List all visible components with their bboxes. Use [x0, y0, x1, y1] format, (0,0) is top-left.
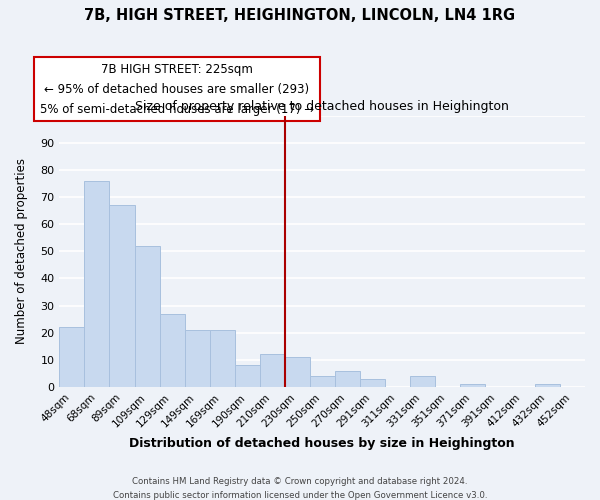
X-axis label: Distribution of detached houses by size in Heighington: Distribution of detached houses by size …	[130, 437, 515, 450]
Bar	[535, 384, 560, 387]
Bar	[59, 327, 85, 387]
Text: Contains HM Land Registry data © Crown copyright and database right 2024.
Contai: Contains HM Land Registry data © Crown c…	[113, 478, 487, 500]
Bar	[284, 357, 310, 387]
Y-axis label: Number of detached properties: Number of detached properties	[15, 158, 28, 344]
Bar	[235, 365, 260, 387]
Bar	[85, 180, 109, 387]
Bar	[335, 370, 360, 387]
Bar	[260, 354, 284, 387]
Text: 7B HIGH STREET: 225sqm
← 95% of detached houses are smaller (293)
5% of semi-det: 7B HIGH STREET: 225sqm ← 95% of detached…	[40, 62, 314, 116]
Bar	[360, 379, 385, 387]
Bar	[209, 330, 235, 387]
Bar	[185, 330, 209, 387]
Bar	[310, 376, 335, 387]
Text: 7B, HIGH STREET, HEIGHINGTON, LINCOLN, LN4 1RG: 7B, HIGH STREET, HEIGHINGTON, LINCOLN, L…	[85, 8, 515, 22]
Title: Size of property relative to detached houses in Heighington: Size of property relative to detached ho…	[135, 100, 509, 113]
Bar	[460, 384, 485, 387]
Bar	[109, 205, 134, 387]
Bar	[134, 246, 160, 387]
Bar	[410, 376, 435, 387]
Bar	[160, 314, 185, 387]
